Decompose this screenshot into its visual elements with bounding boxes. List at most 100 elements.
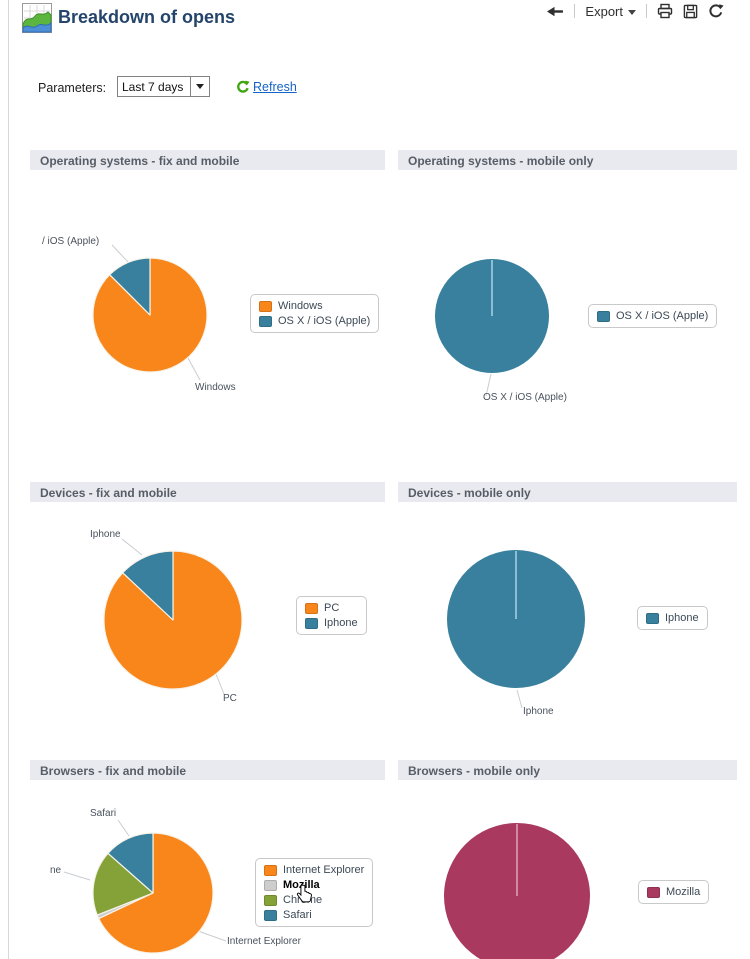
pie-slice-safari[interactable] xyxy=(107,832,154,894)
toolbar-divider xyxy=(646,4,647,18)
section-browsers-fix-mobile: Browsers - fix and mobile Safari ne Inte… xyxy=(30,760,385,959)
hand-pointer-cursor xyxy=(296,884,312,903)
chart-callout: ne xyxy=(50,865,62,876)
legend-label: OS X / iOS (Apple) xyxy=(616,310,709,322)
legend-item-chrome[interactable]: Chrome xyxy=(264,894,364,906)
chart-callout: / iOS (Apple) xyxy=(42,236,100,247)
section-title: Operating systems - fix and mobile xyxy=(30,150,385,170)
caret-down-icon xyxy=(628,9,636,15)
legend-label: Mozilla xyxy=(666,886,701,898)
section-title: Devices - fix and mobile xyxy=(30,482,385,502)
refresh-icon xyxy=(709,4,724,18)
chart-callout: PC xyxy=(223,693,237,704)
chart-callout: Internet Explorer xyxy=(227,936,301,947)
legend-swatch xyxy=(597,310,610,322)
pie-chart xyxy=(447,550,585,709)
legend-swatch xyxy=(305,602,318,614)
export-label: Export xyxy=(585,3,623,19)
period-select-value: Last 7 days xyxy=(122,79,184,94)
chart-callout: Iphone xyxy=(90,529,121,540)
legend-item-os-x-ios-apple[interactable]: OS X / iOS (Apple) xyxy=(597,310,708,322)
pie-slice-iphone[interactable] xyxy=(122,550,174,621)
pie-slice-chrome[interactable] xyxy=(92,852,154,916)
legend-item-safari[interactable]: Safari xyxy=(264,909,364,921)
legend-label: Internet Explorer xyxy=(283,864,365,876)
section-title: Operating systems - mobile only xyxy=(398,150,737,170)
pie-chart xyxy=(103,538,243,695)
callout-lines xyxy=(63,819,227,942)
floppy-disk-icon xyxy=(683,4,698,18)
chart-area: Iphone PC PC Iphone xyxy=(30,502,385,745)
arrow-left-icon xyxy=(547,6,564,16)
legend-item-mozilla[interactable]: Mozilla xyxy=(647,886,700,898)
legend-label: PC xyxy=(324,602,340,614)
pie-slice-os-x-ios-apple[interactable] xyxy=(109,257,151,316)
callout-lines xyxy=(111,244,201,381)
legend-item-internet-explorer[interactable]: Internet Explorer xyxy=(264,864,364,876)
export-button[interactable]: Export xyxy=(585,4,636,19)
refresh-link-label: Refresh xyxy=(253,80,297,94)
callout-lines xyxy=(516,689,523,709)
refresh-link[interactable]: Refresh xyxy=(236,80,297,94)
pie-chart xyxy=(435,259,549,397)
section-devices-mobile: Devices - mobile only Iphone Iphone xyxy=(398,482,737,745)
chart-area: / iOS (Apple) Windows Windows OS X / iOS … xyxy=(30,170,385,455)
toolbar-divider xyxy=(574,4,576,18)
legend-swatch xyxy=(646,612,659,624)
chart-area: Iphone Iphone xyxy=(398,502,737,745)
page-title: Breakdown of opens xyxy=(58,7,236,27)
legend-label: Safari xyxy=(283,909,312,921)
legend-swatch xyxy=(264,909,277,921)
section-browsers-mobile: Browsers - mobile only Mozilla xyxy=(398,760,737,959)
reload-button[interactable] xyxy=(708,3,724,19)
select-dropdown-button[interactable] xyxy=(190,77,209,96)
section-os-fix-mobile: Operating systems - fix and mobile / iOS… xyxy=(30,150,385,455)
report-chart-icon xyxy=(22,3,52,33)
legend-swatch xyxy=(264,864,277,876)
legend-item-windows[interactable]: Windows xyxy=(259,300,370,312)
page-left-border xyxy=(8,0,9,959)
chevron-down-icon xyxy=(196,84,204,89)
legend-label: Iphone xyxy=(324,617,358,629)
section-os-mobile: Operating systems - mobile only OS X / i… xyxy=(398,150,737,455)
print-button[interactable] xyxy=(657,3,673,19)
chart-callout: Iphone xyxy=(523,706,554,717)
pie-chart xyxy=(63,819,227,954)
back-button[interactable] xyxy=(545,4,564,19)
refresh-green-icon xyxy=(237,80,250,93)
legend-item-pc[interactable]: PC xyxy=(305,602,358,614)
save-button[interactable] xyxy=(683,4,698,19)
pie-slice-windows[interactable] xyxy=(92,257,208,373)
chart-legend: Iphone xyxy=(637,606,708,630)
legend-item-iphone[interactable]: Iphone xyxy=(646,612,699,624)
chart-area: Mozilla xyxy=(398,780,737,959)
period-select[interactable]: Last 7 days xyxy=(117,76,210,97)
chart-callout: OS X / iOS (Apple) xyxy=(483,392,567,403)
legend-item-mozilla[interactable]: Mozilla xyxy=(264,879,364,891)
legend-swatch xyxy=(259,315,272,327)
chart-legend: Windows OS X / iOS (Apple) xyxy=(250,294,380,333)
pie-chart xyxy=(92,244,208,381)
legend-swatch xyxy=(264,879,277,891)
legend-swatch xyxy=(259,300,272,312)
legend-label: OS X / iOS (Apple) xyxy=(278,315,371,327)
chart-legend: PC Iphone xyxy=(296,596,367,635)
chart-legend: Mozilla xyxy=(638,880,710,904)
printer-icon xyxy=(657,3,673,19)
parameters-label: Parameters: xyxy=(38,81,107,95)
chart-legend: Internet Explorer Mozilla Chrome Safari xyxy=(255,858,374,927)
legend-item-os-x-ios-apple[interactable]: OS X / iOS (Apple) xyxy=(259,315,370,327)
callout-lines xyxy=(121,538,225,695)
legend-label: Windows xyxy=(278,300,323,312)
chart-callout: Windows xyxy=(195,382,236,393)
toolbar: Export xyxy=(545,2,724,20)
legend-swatch xyxy=(647,886,660,898)
section-title: Browsers - fix and mobile xyxy=(30,760,385,780)
legend-swatch xyxy=(264,894,277,906)
section-devices-fix-mobile: Devices - fix and mobile Iphone PC PC Iph… xyxy=(30,482,385,745)
pie-chart xyxy=(444,823,590,959)
legend-item-iphone[interactable]: Iphone xyxy=(305,617,358,629)
legend-swatch xyxy=(305,617,318,629)
callout-lines xyxy=(485,373,492,397)
pie-slice-internet-explorer[interactable] xyxy=(98,832,214,954)
